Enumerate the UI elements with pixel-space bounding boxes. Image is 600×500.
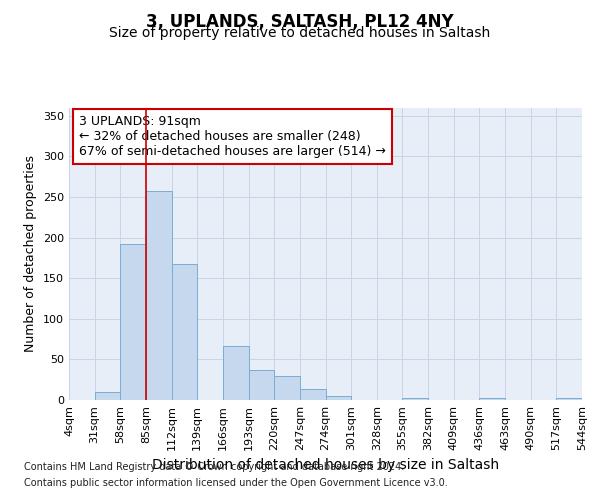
Bar	[248, 370, 274, 400]
Bar	[403, 398, 428, 400]
Bar	[325, 396, 351, 400]
Bar	[556, 398, 582, 400]
Bar	[300, 390, 325, 400]
Bar	[479, 398, 505, 400]
Text: Size of property relative to detached houses in Saltash: Size of property relative to detached ho…	[109, 26, 491, 40]
Bar	[121, 244, 146, 400]
Bar	[95, 392, 121, 400]
Bar	[172, 264, 197, 400]
Text: 3 UPLANDS: 91sqm
← 32% of detached houses are smaller (248)
67% of semi-detached: 3 UPLANDS: 91sqm ← 32% of detached house…	[79, 115, 386, 158]
Bar	[274, 376, 300, 400]
Text: 3, UPLANDS, SALTASH, PL12 4NY: 3, UPLANDS, SALTASH, PL12 4NY	[146, 12, 454, 30]
X-axis label: Distribution of detached houses by size in Saltash: Distribution of detached houses by size …	[152, 458, 499, 472]
Text: Contains public sector information licensed under the Open Government Licence v3: Contains public sector information licen…	[24, 478, 448, 488]
Y-axis label: Number of detached properties: Number of detached properties	[25, 155, 37, 352]
Bar	[146, 191, 172, 400]
Bar	[223, 346, 248, 400]
Text: Contains HM Land Registry data © Crown copyright and database right 2024.: Contains HM Land Registry data © Crown c…	[24, 462, 404, 472]
